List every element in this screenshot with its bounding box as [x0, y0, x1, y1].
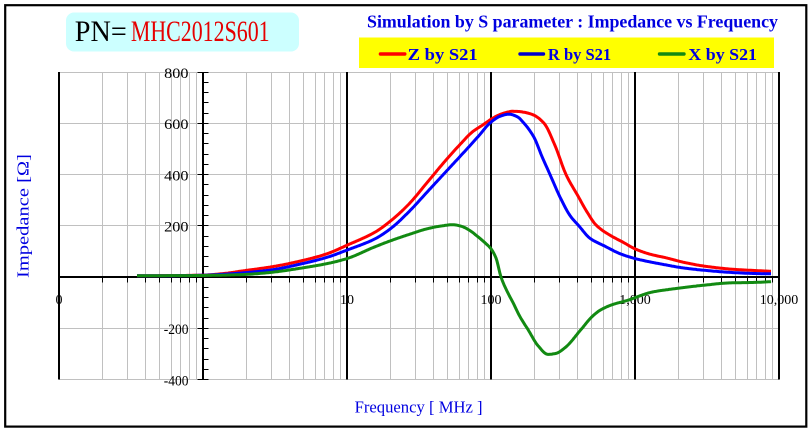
svg-text:Frequency [ MHz ]: Frequency [ MHz ]	[355, 398, 483, 417]
svg-text:600: 600	[164, 117, 188, 133]
svg-text:MHC2012S601: MHC2012S601	[131, 15, 270, 48]
svg-text:-200: -200	[164, 322, 189, 338]
svg-text:800: 800	[164, 66, 188, 82]
svg-text:Simulation by S parameter : Im: Simulation by S parameter : Impedance vs…	[367, 12, 778, 32]
svg-text:R by S21: R by S21	[548, 45, 611, 64]
svg-text:PN=: PN=	[75, 15, 127, 48]
svg-text:Z by S21: Z by S21	[408, 45, 478, 64]
svg-text:400: 400	[164, 168, 188, 184]
svg-text:X by S21: X by S21	[688, 45, 757, 64]
svg-text:-400: -400	[164, 373, 189, 389]
svg-text:200: 200	[164, 220, 188, 236]
svg-text:Impedance [Ω]: Impedance [Ω]	[14, 154, 33, 278]
